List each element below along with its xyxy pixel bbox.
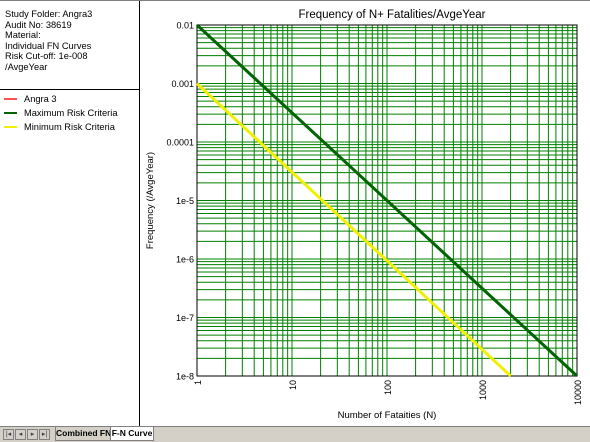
left-panel: Study Folder: Angra3 Audit No: 38619 Mat… [0, 1, 140, 426]
chart-title: Frequency of N+ Fatalities/AvgeYear [299, 9, 486, 21]
legend-item-angra3: Angra 3 [4, 93, 57, 105]
x-tick-label: 10 [288, 380, 298, 390]
tab-fn-curve[interactable]: F-N Curve [110, 427, 154, 441]
x-axis-label: Number of Fataities (N) [338, 410, 437, 421]
first-sheet-icon[interactable]: |◂ [3, 429, 14, 440]
legend-label-min-risk: Minimum Risk Criteria [24, 122, 115, 132]
fn-chart: Frequency of N+ Fatalities/AvgeYear 1 10 10… [145, 9, 583, 421]
sheet-tab-bar: |◂ ◂ ▸ ▸| Combined FN F-N Curve [0, 426, 590, 442]
series-line-max-risk [195, 23, 579, 378]
y-tick-label: 1e-7 [176, 313, 194, 323]
y-tick-label: 1e-5 [176, 196, 194, 206]
legend-item-min-risk: Minimum Risk Criteria [4, 121, 115, 133]
legend-swatch-max-risk [4, 112, 17, 114]
last-sheet-icon[interactable]: ▸| [39, 429, 50, 440]
legend-item-max-risk: Maximum Risk Criteria [4, 107, 118, 119]
y-tick-label: 0.01 [176, 21, 194, 31]
x-tick-label: 1 [193, 380, 203, 385]
y-tick-label: 0.001 [171, 79, 194, 89]
prev-sheet-icon[interactable]: ◂ [15, 429, 26, 440]
y-tick-label: 0.0001 [166, 138, 194, 148]
study-info-box: Study Folder: Angra3 Audit No: 38619 Mat… [0, 1, 139, 90]
x-tick-label: 1000 [478, 380, 488, 400]
top-frame-line [0, 0, 590, 1]
study-folder-text: Study Folder: Angra3 [5, 9, 93, 19]
legend-label-max-risk: Maximum Risk Criteria [24, 108, 118, 118]
x-tick-label: 100 [383, 380, 393, 395]
y-axis-label: Frequency (/AvgeYear) [145, 152, 156, 249]
legend-swatch-min-risk [4, 126, 17, 128]
audit-no-text: Audit No: 38619 [5, 19, 72, 30]
x-tick-label: 10000 [573, 380, 583, 405]
risk-cutoff-text: Risk Cut-off: 1e-008 [5, 51, 88, 62]
material-text: Material: [5, 30, 41, 41]
y-tick-label: 1e-6 [176, 255, 194, 265]
legend-label-angra3: Angra 3 [24, 94, 57, 104]
legend-swatch-angra3 [4, 98, 17, 100]
tab-combined-fn[interactable]: Combined FN [55, 427, 111, 441]
series-line-min-risk [195, 82, 512, 378]
plot-frame [196, 24, 578, 377]
y-tick-label: 1e-8 [176, 372, 194, 382]
next-sheet-icon[interactable]: ▸ [27, 429, 38, 440]
risk-cutoff-unit-text: /AvgeYear [5, 61, 48, 72]
curves-type-text: Individual FN Curves [5, 40, 92, 51]
